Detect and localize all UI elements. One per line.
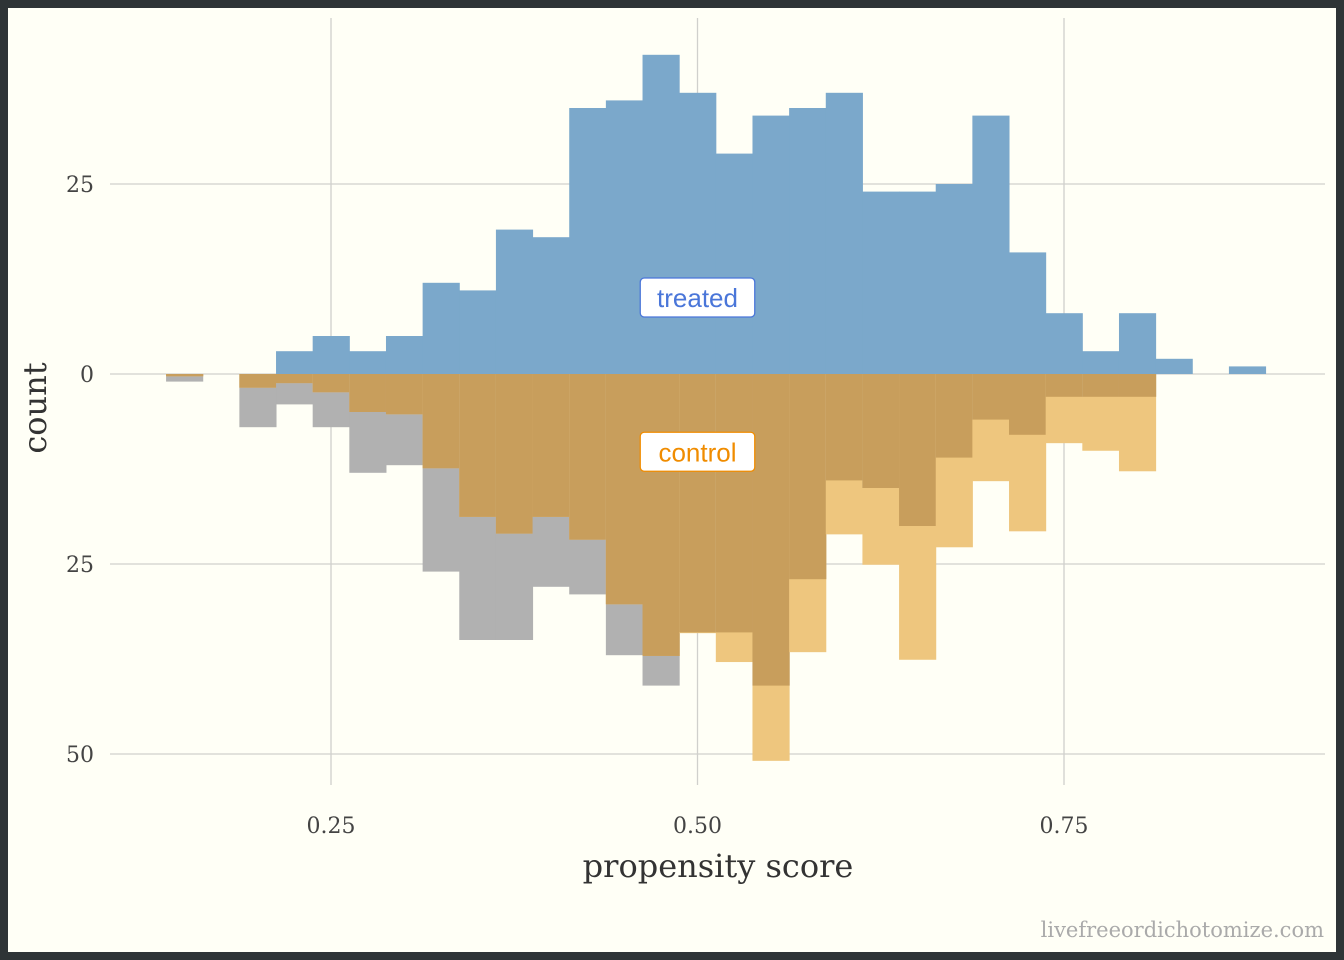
treated-bar — [1228, 366, 1267, 374]
bars — [166, 54, 1267, 761]
y-tick-label: 25 — [66, 553, 94, 578]
treated-bar — [276, 351, 314, 374]
treated-bar — [642, 54, 680, 375]
control-overlap-bar — [349, 374, 387, 412]
treated-bar — [312, 336, 350, 374]
control-overlap-bar — [605, 374, 644, 605]
treated-bar — [679, 92, 717, 375]
watermark: livefreeordichotomize.com — [1041, 918, 1324, 942]
treated-bar — [972, 115, 1010, 374]
treated-bar — [532, 237, 570, 374]
control-overlap-bar — [935, 374, 973, 458]
control-overlap-bar — [642, 374, 680, 656]
x-tick-label: 0.50 — [673, 814, 722, 839]
y-axis-title: count — [16, 362, 54, 453]
control-overlap-bar — [312, 374, 350, 393]
control-overlap-bar — [569, 374, 607, 540]
control-overlap-bar — [899, 374, 937, 526]
treated-bar — [1045, 313, 1083, 374]
treated-bar — [825, 92, 863, 375]
control-overlap-bar — [752, 374, 790, 686]
treated-bar — [495, 229, 534, 374]
annotation-text: treated — [657, 283, 738, 313]
annotations: treated control — [639, 277, 756, 472]
annotation-label-treated: treated — [639, 277, 756, 318]
y-tick-label: 50 — [66, 743, 94, 768]
x-axis-title: propensity score — [583, 847, 854, 885]
x-tick-label: 0.25 — [307, 814, 356, 839]
control-overlap-bar — [276, 374, 314, 384]
control-overlap-bar — [532, 374, 570, 517]
treated-bar — [789, 108, 827, 374]
treated-bar — [459, 290, 497, 374]
control-overlap-bar — [459, 374, 497, 517]
control-overlap-bar — [385, 374, 424, 415]
control-overlap-bar — [239, 374, 277, 388]
treated-bar — [422, 282, 460, 374]
treated-bar — [752, 115, 790, 374]
control-overlap-bar — [825, 374, 863, 481]
control-overlap-bar — [495, 374, 534, 534]
treated-bar — [899, 191, 937, 374]
control-overlap-bar — [1118, 374, 1157, 397]
control-overlap-bar — [422, 374, 460, 469]
treated-bar — [385, 336, 424, 374]
treated-bar — [715, 153, 753, 374]
x-tick-label: 0.75 — [1040, 814, 1089, 839]
control-overlap-bar — [972, 374, 1010, 420]
control-overlap-bar — [789, 374, 827, 580]
control-unweighted-bar — [166, 374, 204, 382]
y-tick-label: 25 — [66, 173, 94, 198]
control-overlap-bar — [166, 374, 204, 377]
control-overlap-bar — [1082, 374, 1120, 397]
annotation-box — [639, 431, 756, 472]
treated-bar — [935, 184, 973, 374]
treated-bar — [569, 108, 607, 374]
annotation-label-control: control — [639, 431, 756, 472]
treated-bar — [862, 191, 900, 374]
treated-bar — [1118, 313, 1157, 374]
tick-labels: 0.25 0.50 0.75 25 0 25 50 — [66, 173, 1088, 839]
control-overlap-bar — [679, 374, 717, 633]
control-overlap-bar — [862, 374, 900, 488]
treated-bar — [1155, 358, 1193, 374]
annotation-box — [639, 277, 756, 318]
control-overlap-bar — [715, 374, 753, 633]
treated-bar — [605, 100, 644, 375]
control-overlap-bar — [1009, 374, 1047, 435]
treated-bar — [1009, 252, 1047, 374]
treated-bar — [349, 351, 387, 374]
control-overlap-bar — [1045, 374, 1083, 397]
annotation-text: control — [658, 437, 736, 467]
treated-bar — [1082, 351, 1120, 374]
y-tick-label: 0 — [80, 363, 94, 388]
